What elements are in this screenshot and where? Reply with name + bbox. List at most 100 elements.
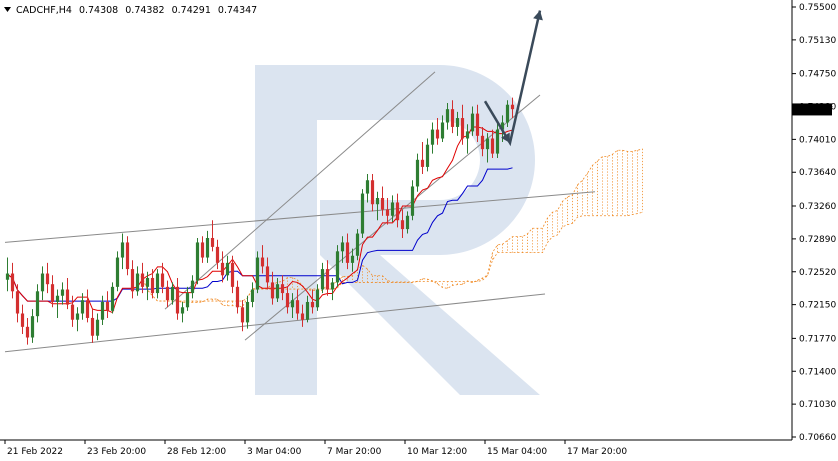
forecast-arrows	[483, 10, 543, 147]
candle-body	[25, 326, 30, 338]
candle-body	[310, 301, 315, 308]
candle-body	[445, 109, 450, 123]
candle-body	[50, 284, 55, 302]
candle-body	[185, 293, 190, 308]
candle-body	[325, 269, 330, 290]
candle-body	[450, 109, 455, 127]
time-tick-label: 15 Mar 04:00	[487, 447, 547, 457]
candle-body	[160, 273, 165, 287]
high-value: 0.74382	[125, 5, 164, 16]
triangle-down-icon[interactable]	[4, 7, 11, 12]
candle-body	[340, 242, 345, 252]
price-tick-label: 0.70660	[799, 433, 836, 443]
candle-body	[40, 273, 45, 292]
kijun-sen-line	[7, 167, 513, 302]
candle-body	[190, 280, 195, 294]
candle-body	[255, 257, 260, 290]
candle-body	[55, 295, 60, 302]
candle-body	[130, 269, 135, 292]
candle-body	[215, 246, 220, 263]
candle-body	[385, 209, 390, 216]
price-tick-label: 0.75130	[799, 36, 836, 46]
price-tick-label: 0.73260	[799, 202, 836, 212]
candle-body	[95, 319, 100, 336]
price-tick-label: 0.73640	[799, 168, 836, 178]
candle-body	[200, 242, 205, 258]
candle-body	[10, 273, 15, 292]
candle-body	[225, 262, 230, 276]
candle-body	[500, 122, 505, 130]
candle-body	[395, 202, 400, 221]
candle-body	[510, 104, 515, 110]
chart-header: CADCHF,H4 0.74308 0.74382 0.74291 0.7434…	[4, 5, 257, 16]
candle-body	[125, 242, 130, 270]
candle-body	[275, 284, 280, 299]
price-tick-label: 0.72150	[799, 301, 836, 311]
wide-channel-upper	[4, 191, 596, 243]
candle-body	[155, 273, 160, 294]
time-axis: 21 Feb 2022 23 Feb 20:00 28 Feb 12:00 3 Mar…	[4, 440, 627, 457]
candle-body	[380, 198, 385, 210]
candle-body	[485, 138, 490, 150]
candle-body	[145, 277, 150, 287]
candle-body	[230, 262, 235, 287]
senkou-span-a	[137, 148, 643, 308]
candle-body	[370, 180, 375, 205]
candle-body	[135, 273, 140, 292]
price-axis: 0.755000.751300.747500.743800.740100.736…	[792, 3, 836, 443]
price-tick-label: 0.75500	[799, 3, 836, 13]
candle-body	[235, 286, 240, 308]
candle-body	[430, 129, 435, 145]
tenkan-sen-line	[7, 126, 513, 314]
price-tick-label: 0.72890	[799, 235, 836, 245]
time-tick-label: 10 Mar 12:00	[407, 447, 467, 457]
arrow-down-head	[501, 132, 510, 143]
candle-body	[300, 313, 305, 320]
candle-body	[365, 180, 370, 194]
open-value: 0.74308	[79, 5, 118, 16]
time-tick-label: 21 Feb 2022	[7, 447, 63, 457]
candle-body	[210, 237, 215, 247]
candle-body	[115, 257, 120, 287]
candle-body	[375, 198, 380, 205]
candle-body	[320, 269, 325, 290]
candle-body	[250, 289, 255, 302]
candle-body	[315, 289, 320, 308]
candle-body	[85, 300, 90, 318]
time-tick-label: 17 Mar 20:00	[567, 447, 627, 457]
time-tick-label: 23 Feb 20:00	[87, 447, 146, 457]
candle-body	[285, 293, 290, 308]
candle-body	[435, 129, 440, 139]
symbol-label: CADCHF,H4	[16, 5, 72, 16]
candle-body	[410, 186, 415, 216]
time-tick-label: 7 Mar 20:00	[327, 447, 382, 457]
candle-body	[245, 301, 250, 323]
candle-body	[180, 307, 185, 314]
price-tick-label: 0.71030	[799, 400, 836, 410]
candle-body	[390, 202, 395, 216]
candle-body	[360, 193, 365, 234]
candle-body	[220, 262, 225, 276]
candle-body	[465, 131, 470, 139]
candle-body	[5, 273, 10, 280]
candle-body	[140, 273, 145, 287]
candle-body	[165, 286, 170, 301]
candle-body	[290, 300, 295, 308]
candle-body	[260, 257, 265, 267]
candle-body	[45, 273, 50, 285]
candle-body	[505, 104, 510, 123]
candle-body	[15, 291, 20, 314]
candle-body	[345, 242, 350, 263]
close-value: 0.74347	[218, 5, 257, 16]
candle-body	[110, 286, 115, 311]
candle-body	[150, 277, 155, 294]
candle-body	[120, 242, 125, 258]
candlestick-series	[5, 97, 515, 345]
candle-body	[470, 113, 475, 132]
candle-body	[175, 286, 180, 314]
candle-body	[170, 286, 175, 301]
price-tick-label: 0.71770	[799, 334, 836, 344]
price-tick-label: 0.71400	[799, 367, 836, 377]
candle-body	[270, 282, 275, 299]
